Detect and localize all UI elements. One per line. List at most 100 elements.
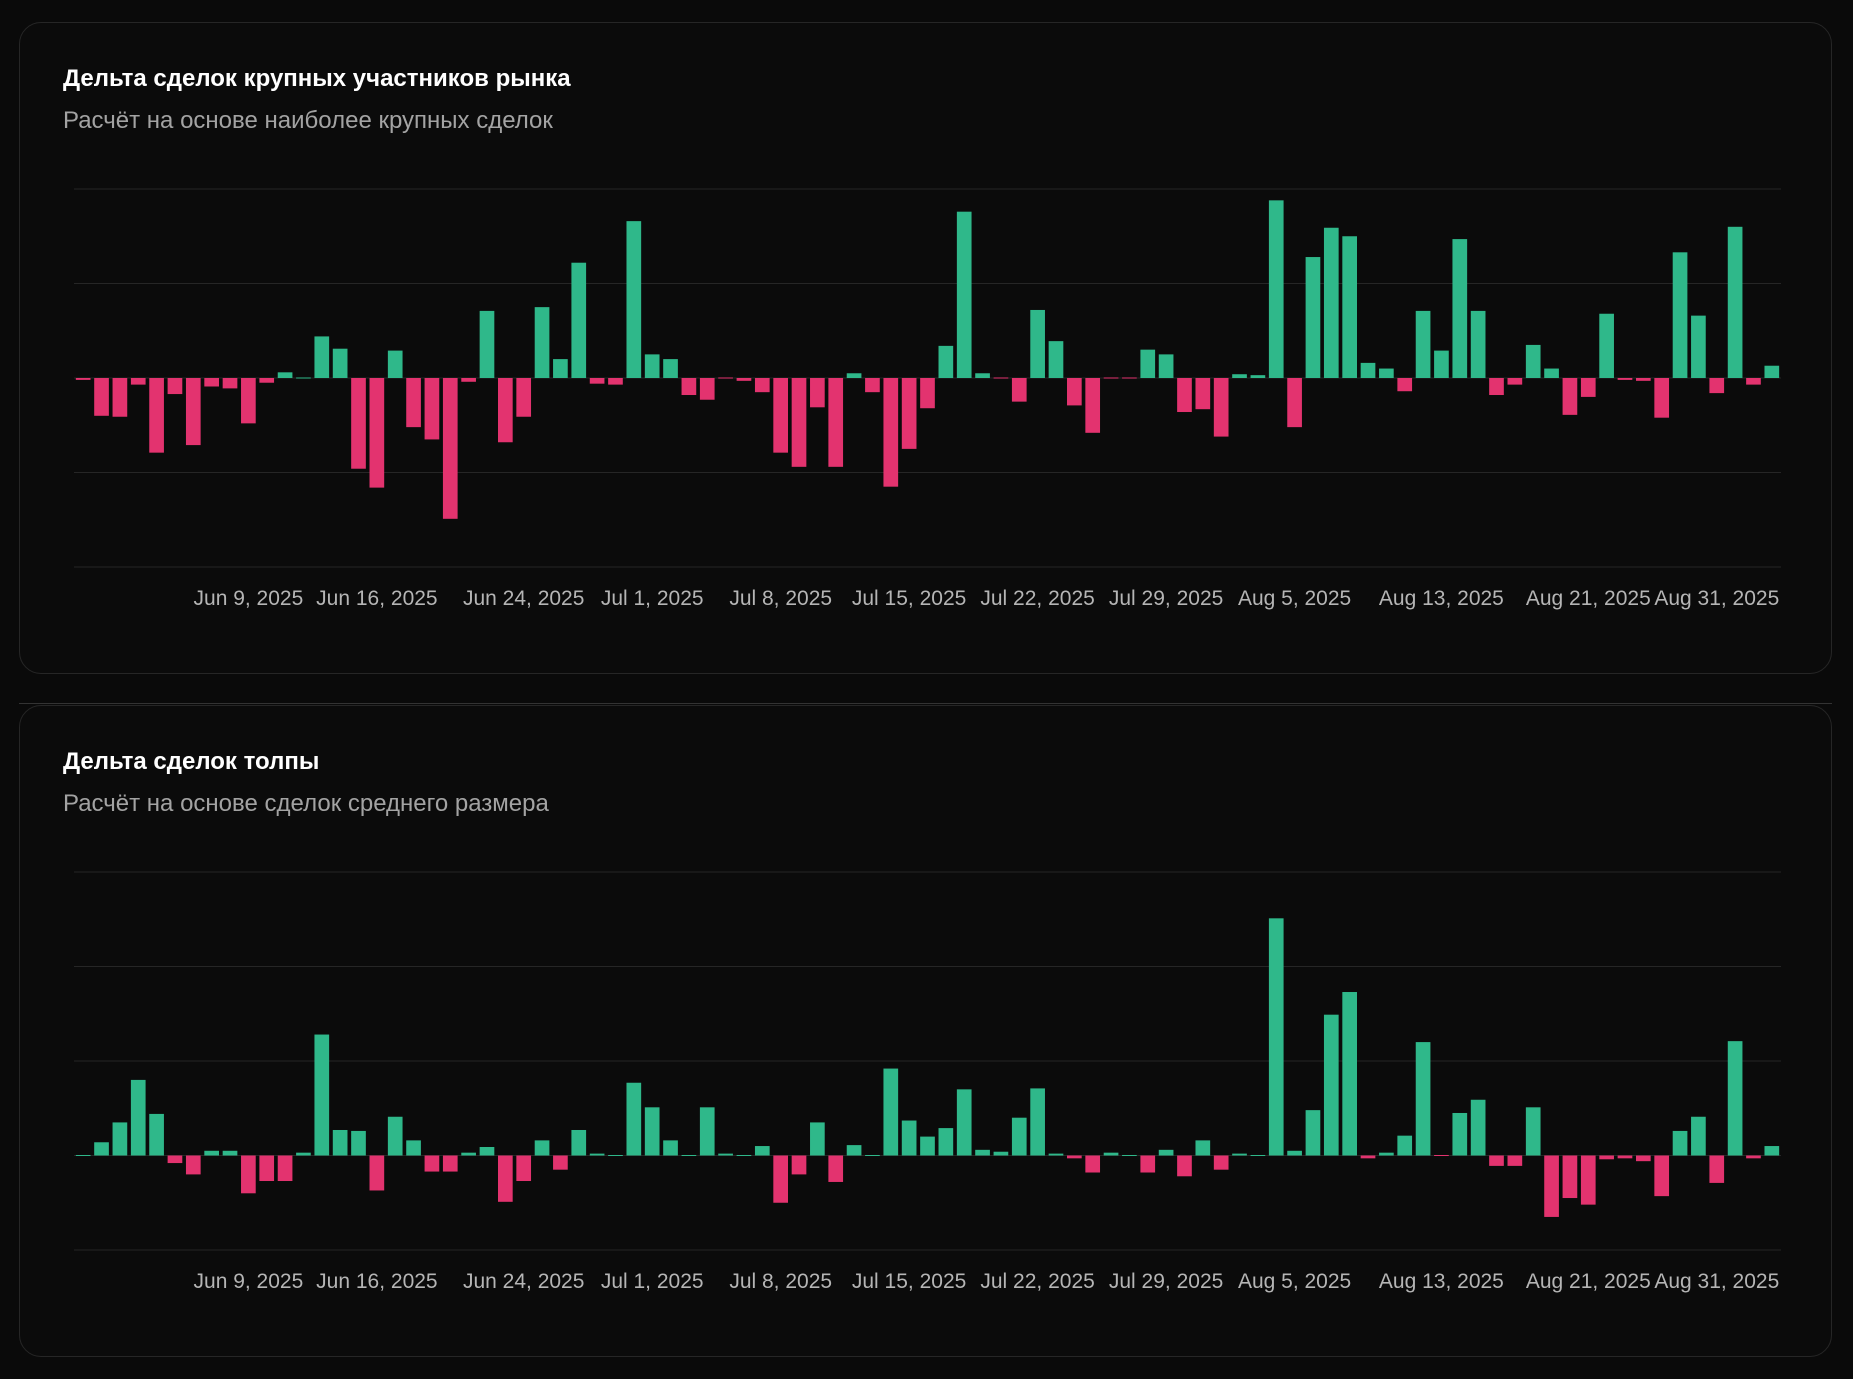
bar-negative <box>112 378 128 417</box>
bar-negative <box>791 1155 807 1175</box>
bar-negative <box>1599 1155 1614 1160</box>
x-tick-label: Jul 29, 2025 <box>1109 1270 1223 1293</box>
bar-positive <box>534 307 550 379</box>
bar-positive <box>1415 1042 1431 1156</box>
bar-positive <box>699 1107 715 1156</box>
bar-negative <box>351 378 366 469</box>
x-tick-label: Jun 16, 2025 <box>316 1270 437 1293</box>
x-tick-label: Aug 31, 2025 <box>1654 1270 1779 1293</box>
delta-chart-crowd: Jun 9, 2025 Jun 16, 2025 Jun 24, 2025 Jul 1… <box>74 871 1781 1293</box>
bar-positive <box>754 1146 770 1156</box>
bar-positive <box>1452 239 1468 378</box>
x-tick-label: Jun 9, 2025 <box>194 587 304 610</box>
bar-negative <box>167 378 183 395</box>
bar-negative <box>424 378 440 440</box>
bar-positive <box>1525 1107 1541 1156</box>
bar-positive <box>1691 1116 1706 1156</box>
bar-positive <box>626 1082 642 1156</box>
bar-positive <box>938 1128 954 1156</box>
bar-positive <box>883 1068 899 1156</box>
bar-negative <box>920 378 935 409</box>
bar-negative <box>1085 1155 1101 1173</box>
bar-positive <box>1250 375 1266 378</box>
bar-positive <box>1415 310 1431 378</box>
bar-negative <box>1067 378 1082 406</box>
bar-positive <box>956 211 972 378</box>
bar-negative <box>773 1155 788 1203</box>
bar-positive <box>1195 1140 1211 1156</box>
chart-card-large-traders: Дельта сделок крупных участников рынка Р… <box>19 22 1832 674</box>
bar-positive <box>956 1089 972 1156</box>
bar-positive <box>314 1034 330 1156</box>
bar-positive <box>1030 309 1045 378</box>
chart-subtitle: Расчёт на основе наиболее крупных сделок <box>63 107 553 134</box>
x-tick-label: Jul 1, 2025 <box>601 1270 704 1293</box>
bar-negative <box>1617 378 1633 380</box>
bar-positive <box>1323 227 1339 378</box>
bar-positive <box>1525 344 1541 378</box>
bar-positive <box>1544 368 1559 378</box>
bar-positive <box>920 1136 935 1156</box>
bar-positive <box>846 373 862 378</box>
bar-positive <box>1158 354 1174 379</box>
bar-negative <box>883 378 899 487</box>
bar-negative <box>149 378 164 453</box>
bar-positive <box>314 336 330 378</box>
bar-positive <box>938 345 954 378</box>
bar-positive <box>1764 1146 1780 1156</box>
bar-positive <box>901 1120 917 1156</box>
bar-negative <box>1636 1155 1651 1162</box>
bar-positive <box>1011 1117 1027 1156</box>
bar-negative <box>185 378 201 446</box>
bar-positive <box>534 1140 550 1156</box>
bar-positive <box>589 1153 605 1156</box>
bar-positive <box>1048 1153 1064 1156</box>
bar-negative <box>1709 378 1725 394</box>
bar-positive <box>553 359 568 378</box>
bar-negative <box>1489 378 1504 396</box>
bar-negative <box>1507 378 1523 385</box>
bar-negative <box>204 378 219 387</box>
bar-negative <box>241 1155 256 1194</box>
bar-negative <box>277 1155 293 1182</box>
bar-negative <box>699 378 715 400</box>
bar-positive <box>296 377 311 379</box>
bar-positive <box>1342 236 1357 378</box>
bar-negative <box>259 378 275 383</box>
bar-negative <box>901 378 917 449</box>
bar-negative <box>810 378 825 408</box>
bar-negative <box>259 1155 275 1182</box>
bar-negative <box>1177 1155 1192 1177</box>
x-tick-label: Jul 8, 2025 <box>729 587 832 610</box>
chart-card-crowd: Дельта сделок толпы Расчёт на основе сде… <box>19 705 1832 1357</box>
bar-negative <box>185 1155 201 1175</box>
x-tick-label: Aug 13, 2025 <box>1379 1270 1504 1293</box>
bar-positive <box>571 1129 587 1156</box>
bar-negative <box>1434 1155 1449 1156</box>
x-tick-label: Jun 24, 2025 <box>463 587 584 610</box>
bar-negative <box>828 378 844 467</box>
bar-negative <box>1011 378 1027 402</box>
bar-positive <box>1158 1149 1174 1156</box>
bar-negative <box>754 378 770 393</box>
bar-negative <box>736 378 752 381</box>
x-tick-label: Aug 13, 2025 <box>1379 587 1504 610</box>
x-tick-label: Jul 29, 2025 <box>1109 587 1223 610</box>
bar-negative <box>773 378 788 453</box>
chart-title: Дельта сделок крупных участников рынка <box>63 65 571 92</box>
x-tick-label: Jun 24, 2025 <box>463 1270 584 1293</box>
bar-positive <box>1323 1014 1339 1156</box>
bar-negative <box>1140 1155 1156 1173</box>
bar-positive <box>461 1152 476 1156</box>
bar-positive <box>112 1122 128 1156</box>
bar-positive <box>993 1151 1009 1156</box>
bar-positive <box>332 1129 348 1156</box>
bar-negative <box>1746 378 1761 385</box>
bar-positive <box>1379 1152 1394 1156</box>
bar-positive <box>644 354 660 379</box>
bar-positive <box>1048 341 1064 378</box>
bar-negative <box>1122 377 1137 379</box>
bar-negative <box>1213 378 1229 437</box>
chart-title: Дельта сделок толпы <box>63 748 320 775</box>
bar-negative <box>167 1155 183 1164</box>
